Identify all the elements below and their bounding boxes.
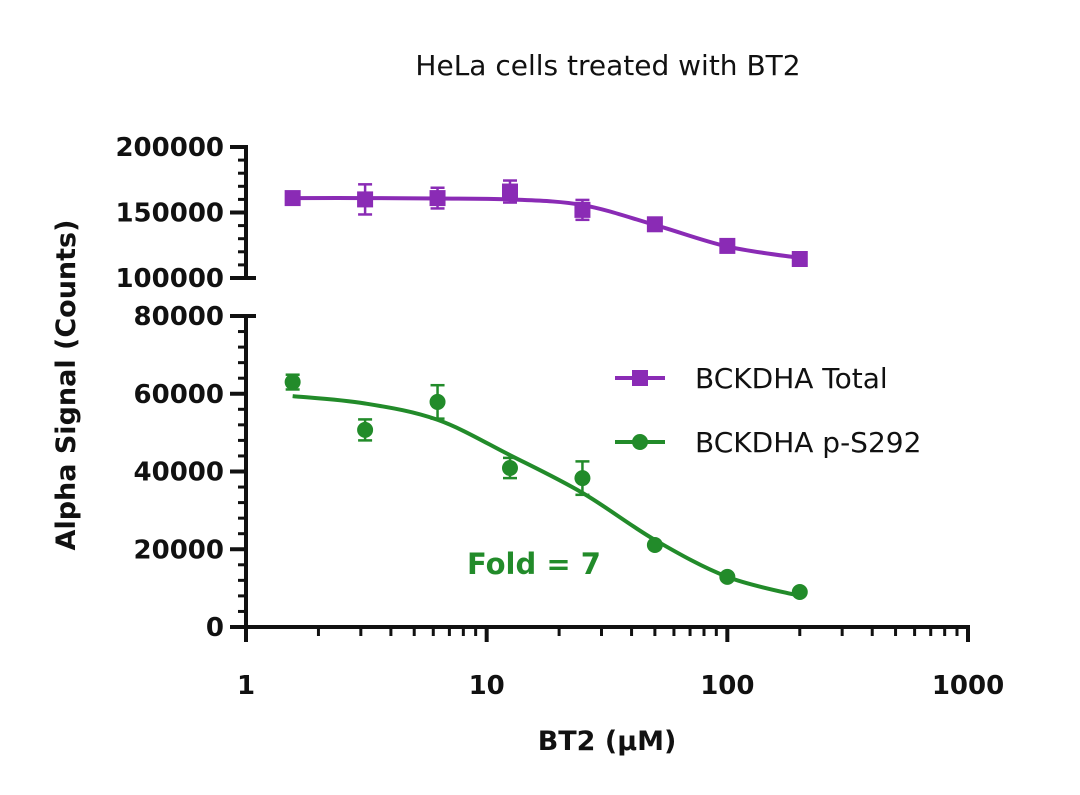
data-point-circle	[501, 460, 518, 477]
legend-marker-square	[632, 370, 648, 386]
chart-title: HeLa cells treated with BT2	[415, 49, 800, 82]
data-point-circle	[719, 568, 736, 585]
data-point-square	[646, 216, 663, 233]
x-tick-label: 1000	[932, 671, 1004, 701]
y-axis-title: Alpha Signal (Counts)	[51, 220, 82, 551]
x-tick-label: 1	[237, 671, 255, 701]
data-point-circle	[791, 584, 808, 601]
data-point-circle	[574, 470, 591, 487]
y-tick-label: 0	[206, 613, 224, 643]
data-point-square	[791, 251, 808, 268]
data-point-square	[284, 190, 301, 207]
y-tick-label: 60000	[134, 380, 224, 410]
fit-curve-1	[292, 394, 801, 598]
y-tick-label: 150000	[115, 199, 224, 229]
legend-label-total: BCKDHA Total	[695, 362, 888, 395]
x-tick-label: 100	[700, 671, 754, 701]
data-point-square	[574, 201, 591, 218]
y-tick-label: 20000	[134, 535, 224, 565]
y-tick-label: 200000	[115, 133, 224, 163]
data-point-square	[501, 183, 518, 200]
data-point-circle	[429, 393, 446, 410]
x-axis-title: BT2 (µM)	[538, 726, 677, 757]
x-tick-label: 10	[469, 671, 505, 701]
legend: BCKDHA Total BCKDHA p-S292	[615, 362, 921, 459]
data-point-circle	[284, 374, 301, 391]
data-point-circle	[646, 536, 663, 553]
fold-annotation: Fold = 7	[467, 547, 601, 581]
legend-label-phospho: BCKDHA p-S292	[695, 426, 921, 459]
data-point-square	[429, 190, 446, 207]
data-point-square	[719, 237, 736, 254]
y-tick-label: 100000	[115, 264, 224, 294]
legend-marker-circle	[632, 434, 648, 450]
data-point-circle	[357, 421, 374, 438]
y-tick-label: 80000	[134, 302, 224, 332]
data-point-square	[357, 191, 374, 208]
y-tick-label: 40000	[134, 458, 224, 488]
